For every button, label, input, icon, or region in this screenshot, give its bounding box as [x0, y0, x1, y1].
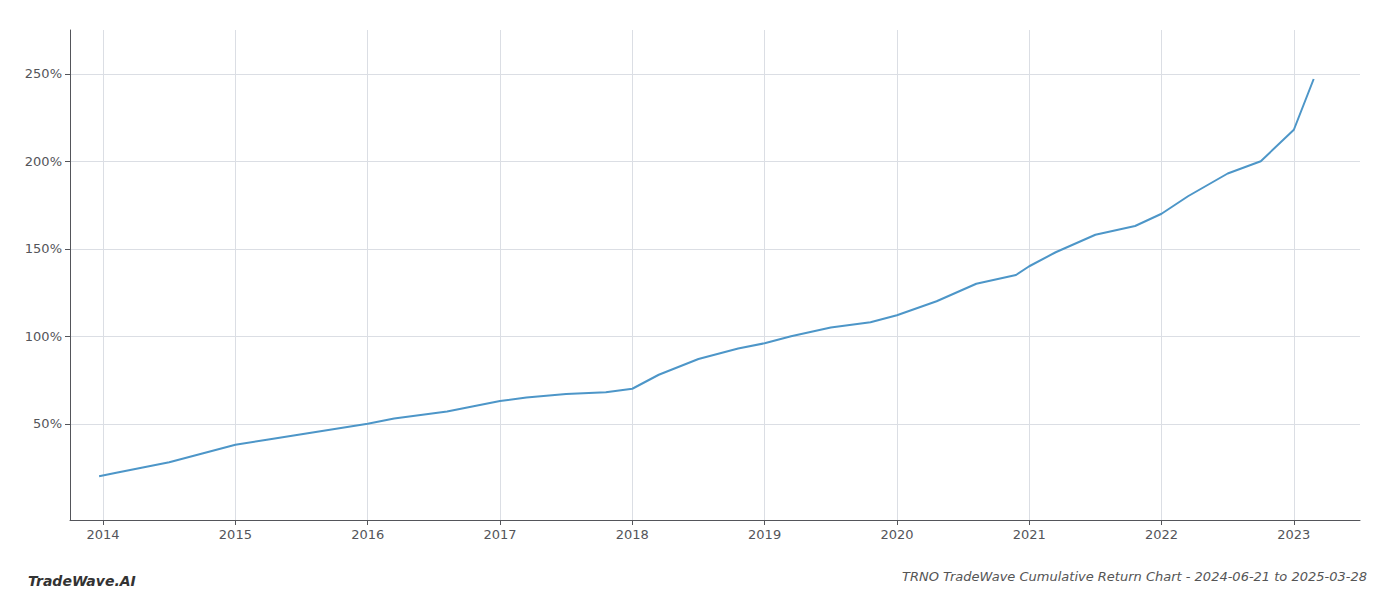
svg-text:100%: 100% — [25, 329, 62, 344]
svg-text:200%: 200% — [25, 154, 62, 169]
svg-text:2020: 2020 — [880, 527, 913, 542]
svg-text:150%: 150% — [25, 241, 62, 256]
svg-text:2018: 2018 — [616, 527, 649, 542]
svg-text:2022: 2022 — [1145, 527, 1178, 542]
svg-text:50%: 50% — [33, 416, 62, 431]
svg-text:TradeWave.AI: TradeWave.AI — [28, 573, 136, 589]
svg-text:250%: 250% — [25, 66, 62, 81]
svg-text:2023: 2023 — [1277, 527, 1310, 542]
svg-text:2016: 2016 — [351, 527, 384, 542]
svg-text:2014: 2014 — [87, 527, 120, 542]
svg-text:TRNO TradeWave Cumulative Retu: TRNO TradeWave Cumulative Return Chart -… — [902, 569, 1367, 584]
svg-text:2019: 2019 — [748, 527, 781, 542]
svg-text:2021: 2021 — [1013, 527, 1046, 542]
svg-text:2015: 2015 — [219, 527, 252, 542]
svg-text:2017: 2017 — [483, 527, 516, 542]
